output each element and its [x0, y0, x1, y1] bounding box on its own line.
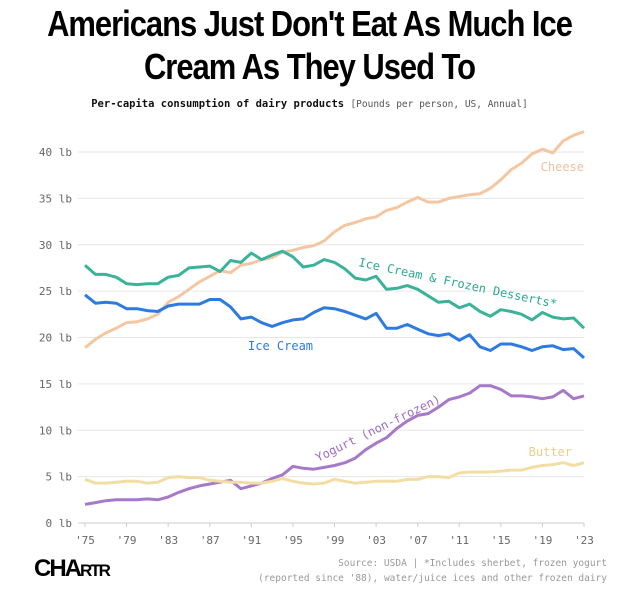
- x-tick-label: '15: [491, 534, 511, 547]
- series-line-cheese: [84, 130, 585, 349]
- frozen-desserts-label: Ice Cream & Frozen Desserts*: [357, 255, 558, 311]
- y-tick-label: 15 lb: [39, 378, 72, 391]
- units-text: [Pounds per person, US, Annual]: [350, 99, 528, 110]
- y-tick-label: 20 lb: [39, 332, 72, 345]
- series-line-ice-cream: [84, 293, 585, 360]
- series-line-ice-cream-frozen-desserts-: [84, 249, 586, 330]
- y-tick-label: 40 lb: [39, 146, 72, 159]
- x-tick-label: '95: [283, 534, 303, 547]
- y-tick-label: 5 lb: [46, 471, 73, 484]
- y-tick-label: 10 lb: [39, 424, 72, 437]
- source-note: Source: USDA | *Includes sherbet, frozen…: [258, 556, 607, 586]
- yogurt-label: Yogurt (non-frozen): [313, 392, 443, 465]
- x-tick-label: '83: [158, 534, 178, 547]
- series-line-butter: [84, 461, 585, 486]
- y-tick-label: 30 lb: [39, 239, 72, 252]
- chartr-logo: CHARTR: [34, 555, 111, 582]
- x-tick-label: '91: [241, 534, 261, 547]
- x-tick-label: '87: [200, 534, 220, 547]
- subtitle-text: Per-capita consumption of dairy products: [91, 98, 345, 110]
- series-line-yogurt-non-frozen-: [84, 384, 585, 506]
- cheese-label: Cheese: [541, 160, 584, 174]
- chart-title: Americans Just Don't Eat As Much Ice Cre…: [47, 3, 573, 87]
- x-tick-label: '23: [574, 534, 594, 547]
- x-tick-label: '99: [325, 534, 345, 547]
- chart-subtitle: Per-capita consumption of dairy products…: [0, 98, 619, 110]
- y-tick-label: 25 lb: [39, 285, 72, 298]
- x-tick-label: '03: [366, 534, 386, 547]
- source-line-2: (reported since '88), water/juice ices a…: [258, 573, 607, 584]
- y-tick-label: 0 lb: [46, 517, 73, 530]
- ice-cream-label: Ice Cream: [248, 339, 313, 353]
- butter-label: Butter: [529, 445, 572, 459]
- source-line-1: Source: USDA | *Includes sherbet, frozen…: [338, 558, 607, 569]
- x-tick-label: '11: [449, 534, 469, 547]
- y-tick-label: 35 lb: [39, 192, 72, 205]
- x-tick-label: '79: [117, 534, 137, 547]
- x-tick-label: '75: [75, 534, 95, 547]
- x-tick-label: '19: [532, 534, 552, 547]
- x-tick-label: '07: [408, 534, 428, 547]
